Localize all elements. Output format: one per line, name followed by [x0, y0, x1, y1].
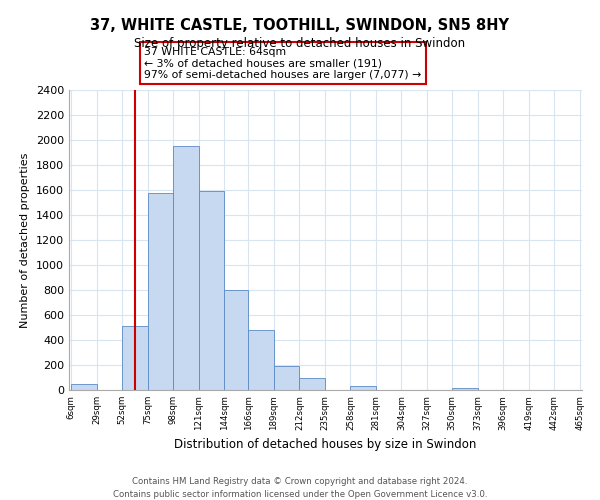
Bar	[299, 378, 325, 390]
Text: Contains public sector information licensed under the Open Government Licence v3: Contains public sector information licen…	[113, 490, 487, 499]
Bar	[148, 192, 173, 390]
Bar	[71, 384, 97, 390]
Bar	[452, 388, 478, 390]
Text: Contains HM Land Registry data © Crown copyright and database right 2024.: Contains HM Land Registry data © Crown c…	[132, 478, 468, 486]
X-axis label: Distribution of detached houses by size in Swindon: Distribution of detached houses by size …	[175, 438, 476, 451]
Text: Size of property relative to detached houses in Swindon: Size of property relative to detached ho…	[134, 38, 466, 51]
Bar	[350, 386, 376, 390]
Bar	[199, 191, 224, 390]
Bar	[224, 290, 248, 390]
Text: 37, WHITE CASTLE, TOOTHILL, SWINDON, SN5 8HY: 37, WHITE CASTLE, TOOTHILL, SWINDON, SN5…	[91, 18, 509, 32]
Bar	[274, 366, 299, 390]
Bar	[122, 326, 148, 390]
Bar	[173, 146, 199, 390]
Text: 37 WHITE CASTLE: 64sqm
← 3% of detached houses are smaller (191)
97% of semi-det: 37 WHITE CASTLE: 64sqm ← 3% of detached …	[145, 47, 422, 80]
Bar	[248, 330, 274, 390]
Y-axis label: Number of detached properties: Number of detached properties	[20, 152, 31, 328]
